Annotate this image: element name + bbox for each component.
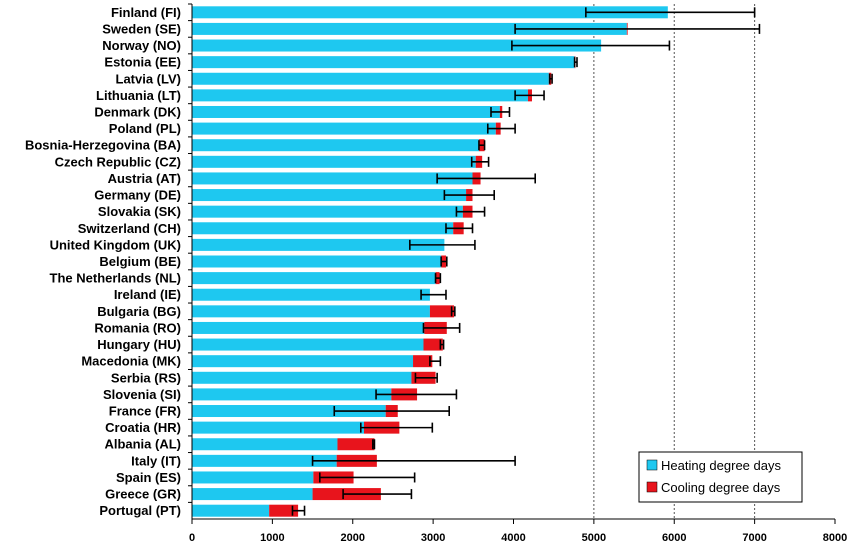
bar-heating	[192, 488, 313, 501]
legend-label-cooling: Cooling degree days	[661, 480, 781, 495]
x-tick-label: 0	[189, 532, 195, 544]
bar-heating	[192, 321, 425, 334]
bar-heating	[192, 355, 414, 368]
category-label: Denmark (DK)	[94, 104, 181, 119]
legend-box	[638, 451, 803, 503]
bar-heating	[192, 22, 627, 35]
bar-heating	[192, 139, 479, 152]
category-label: Portugal (PT)	[99, 503, 181, 518]
gridlines	[593, 4, 756, 519]
bar-heating	[192, 288, 430, 301]
bar-heating	[192, 89, 528, 102]
category-label: Poland (PL)	[109, 121, 181, 136]
category-label: Slovenia (SI)	[103, 387, 181, 402]
bar-heating	[192, 272, 436, 285]
error-bars	[291, 7, 761, 516]
bar-heating	[192, 56, 575, 69]
category-label: Norway (NO)	[102, 38, 181, 53]
category-label: Italy (IT)	[131, 453, 181, 468]
category-label: Sweden (SE)	[102, 21, 181, 36]
x-tick-label: 5000	[582, 532, 606, 544]
x-tick-label: 3000	[421, 532, 445, 544]
category-label: Finland (FI)	[111, 5, 181, 20]
category-label: Spain (ES)	[116, 470, 181, 485]
legend: Heating degree days Cooling degree days	[638, 451, 803, 503]
bars	[192, 6, 668, 517]
axes	[188, 3, 836, 524]
category-label: Belgium (BE)	[99, 254, 181, 269]
bar-heating	[192, 388, 392, 401]
category-label: Romania (RO)	[94, 320, 181, 335]
category-label: United Kingdom (UK)	[50, 237, 181, 252]
category-label: Ireland (IE)	[114, 287, 181, 302]
bar-heating	[192, 471, 314, 484]
bar-heating	[192, 72, 549, 85]
bar-cooling	[423, 338, 443, 351]
x-tick-label: 1000	[260, 532, 284, 544]
bar-heating	[192, 255, 442, 268]
category-label: The Netherlands (NL)	[50, 271, 181, 286]
category-label: France (FR)	[109, 404, 181, 419]
category-label: Latvia (LV)	[116, 71, 182, 86]
bar-heating	[192, 504, 270, 517]
bar-heating	[192, 421, 365, 434]
legend-label-heating: Heating degree days	[661, 458, 781, 473]
bar-cooling	[413, 355, 433, 368]
x-tick-label: 2000	[341, 532, 365, 544]
bar-heating	[192, 222, 454, 235]
category-label: Croatia (HR)	[105, 420, 181, 435]
category-label: Lithuania (LT)	[96, 88, 181, 103]
category-label: Bosnia-Herzegovina (BA)	[25, 138, 181, 153]
bar-cooling	[337, 438, 375, 451]
bar-heating	[192, 39, 602, 52]
category-label: Germany (DE)	[94, 188, 181, 203]
bar-heating	[192, 189, 467, 202]
x-tick-label: 4000	[501, 532, 525, 544]
category-label: Switzerland (CH)	[78, 221, 181, 236]
category-label: Hungary (HU)	[97, 337, 181, 352]
bar-heating	[192, 405, 386, 418]
bar-heating	[192, 205, 463, 218]
bar-heating	[192, 305, 430, 318]
bar-heating	[192, 371, 412, 384]
bar-cooling	[429, 305, 455, 318]
bar-heating	[192, 438, 338, 451]
x-tick-labels: 0 1000 2000 3000 4000 5000 6000 7000 8000	[189, 532, 847, 544]
x-tick-label: 6000	[662, 532, 686, 544]
bar-heating	[192, 238, 445, 251]
category-label: Estonia (EE)	[104, 55, 181, 70]
category-label: Albania (AL)	[104, 437, 181, 452]
bar-cooling	[269, 504, 299, 517]
category-label: Macedonia (MK)	[81, 354, 181, 369]
category-label: Bulgaria (BG)	[97, 304, 181, 319]
category-label: Serbia (RS)	[111, 370, 181, 385]
bar-heating	[192, 454, 337, 467]
category-label: Czech Republic (CZ)	[55, 154, 181, 169]
legend-swatch-heating	[646, 459, 658, 471]
bar-heating	[192, 155, 476, 168]
bar-heating	[192, 338, 424, 351]
category-label: Slovakia (SK)	[98, 204, 181, 219]
bar-heating	[192, 122, 496, 135]
category-label: Austria (AT)	[108, 171, 181, 186]
bar-heating	[192, 6, 668, 19]
bar-heating	[192, 172, 473, 185]
legend-swatch-cooling	[646, 481, 658, 493]
category-labels: Finland (FI)Sweden (SE) Norway (NO) Estoni…	[25, 5, 181, 518]
x-tick-label: 8000	[823, 532, 847, 544]
x-tick-label: 7000	[742, 532, 766, 544]
bar-heating	[192, 105, 500, 118]
category-label: Greece (GR)	[105, 487, 181, 502]
